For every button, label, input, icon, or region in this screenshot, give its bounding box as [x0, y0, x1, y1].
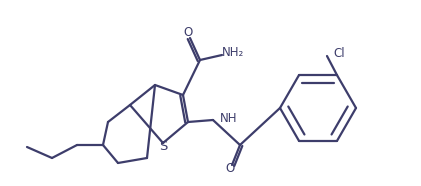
Text: Cl: Cl — [333, 46, 345, 60]
Text: NH₂: NH₂ — [222, 46, 244, 59]
Text: O: O — [184, 25, 193, 39]
Text: O: O — [225, 161, 234, 174]
Text: S: S — [159, 140, 167, 153]
Text: NH: NH — [220, 111, 237, 124]
